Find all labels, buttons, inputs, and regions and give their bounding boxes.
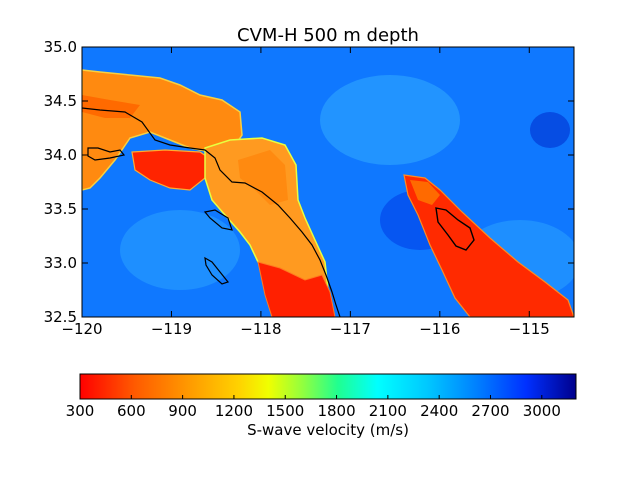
colorbar-tick-label: 1500 bbox=[266, 402, 304, 420]
colorbar-tick-label: 2400 bbox=[420, 402, 458, 420]
colorbar-label: S-wave velocity (m/s) bbox=[247, 421, 409, 439]
colorbar-tick-label: 300 bbox=[66, 402, 95, 420]
background-dark-patch bbox=[530, 112, 570, 148]
x-tick-label: −118 bbox=[240, 320, 281, 338]
imperial-valley-upper bbox=[410, 180, 440, 205]
y-axis-ticks: 32.5 33.0 33.5 34.0 34.5 35.0 bbox=[44, 38, 574, 326]
x-tick-label: −120 bbox=[61, 320, 102, 338]
salton-sea-outline bbox=[435, 207, 475, 251]
island-outline bbox=[203, 209, 233, 231]
x-tick-label: −119 bbox=[151, 320, 192, 338]
y-tick-label: 33.0 bbox=[44, 254, 77, 272]
coastal-margin-inner bbox=[238, 150, 288, 205]
colorbar bbox=[79, 373, 577, 400]
plot-frame bbox=[81, 46, 575, 318]
colorbar-tick-label: 900 bbox=[168, 402, 197, 420]
background-light-patch bbox=[120, 210, 240, 290]
y-tick-label: 32.5 bbox=[44, 308, 77, 326]
y-tick-label: 33.5 bbox=[44, 200, 77, 218]
colorbar-tick-label: 2700 bbox=[471, 402, 509, 420]
coastline bbox=[82, 107, 341, 317]
island-outline bbox=[204, 256, 230, 285]
x-tick-label: −115 bbox=[509, 320, 550, 338]
x-axis-ticks: −120 −119 −118 −117 −116 −115 bbox=[61, 47, 550, 338]
x-tick-label: −116 bbox=[419, 320, 460, 338]
colorbar-tick-label: 3000 bbox=[523, 402, 561, 420]
background-light-patch bbox=[320, 75, 460, 165]
y-tick-label: 34.0 bbox=[44, 146, 77, 164]
island-outline bbox=[87, 147, 126, 161]
x-tick-label: −117 bbox=[330, 320, 371, 338]
colorbar-ticks: 300 600 900 1200 1500 1800 2100 2400 2700 3000 bbox=[66, 395, 561, 420]
colorbar-tick-label: 2100 bbox=[369, 402, 407, 420]
colorbar-tick-label: 1200 bbox=[215, 402, 253, 420]
chart-title: CVM-H 500 m depth bbox=[237, 25, 419, 46]
san-diego-coast bbox=[257, 261, 336, 317]
los-angeles-basin bbox=[131, 149, 216, 191]
y-tick-label: 35.0 bbox=[44, 38, 77, 56]
y-tick-label: 34.5 bbox=[44, 92, 77, 110]
colorbar-tick-label: 1800 bbox=[317, 402, 355, 420]
heatmap-plot-area bbox=[82, 47, 574, 317]
colorbar-tick-label: 600 bbox=[117, 402, 146, 420]
